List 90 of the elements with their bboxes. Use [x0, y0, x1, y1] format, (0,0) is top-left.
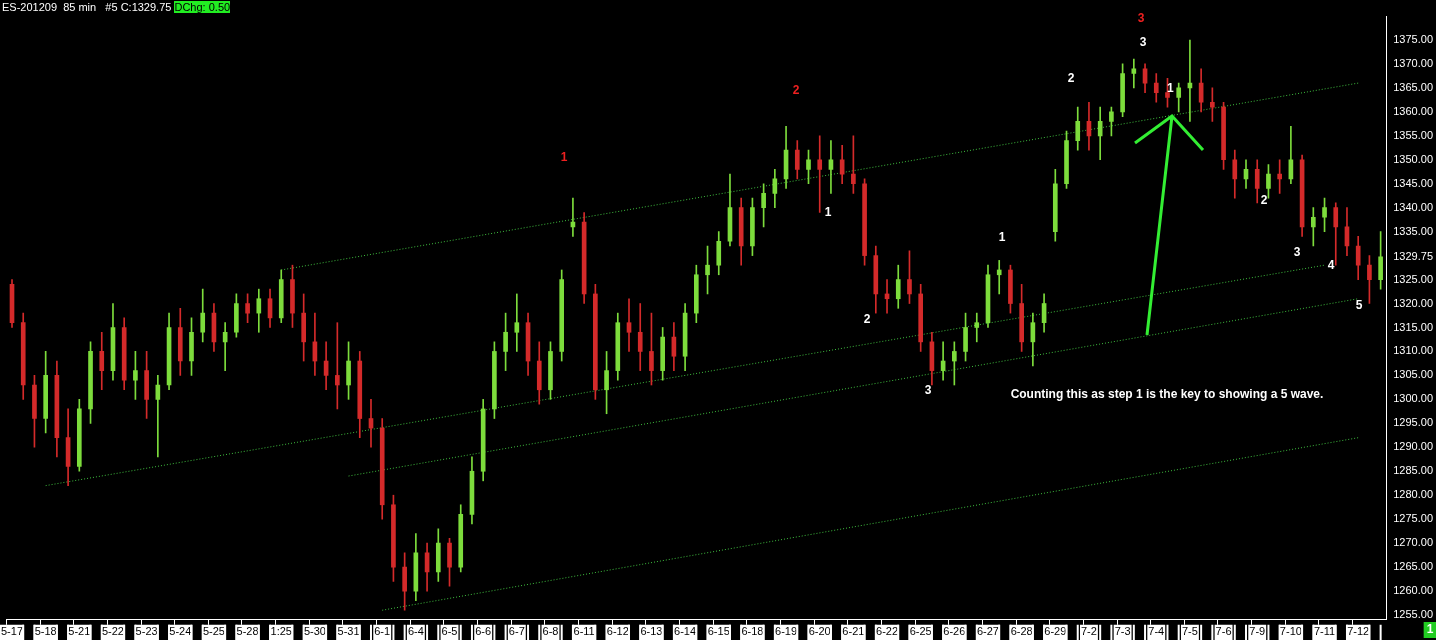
x-tick-label: 5-31	[337, 625, 360, 638]
y-tick-label: 1285.00	[1393, 464, 1433, 477]
x-tick-label: 5-25	[202, 625, 225, 638]
x-tick-label: 6-27	[976, 625, 1000, 638]
annotation: 2	[1260, 193, 1268, 208]
y-tick-label: 1365.00	[1393, 80, 1433, 93]
annotation: 3	[1139, 35, 1147, 50]
annotation: 4	[1327, 258, 1335, 273]
annotation: 1	[998, 230, 1006, 245]
y-tick-label: 1350.00	[1393, 152, 1433, 165]
candlestick	[1131, 58, 1137, 89]
x-tick-label: 6-25	[909, 625, 932, 638]
y-tick-label: 1275.00	[1393, 512, 1433, 525]
annotation: 2	[792, 83, 800, 98]
y-tick-label: 1375.00	[1393, 32, 1433, 45]
x-tick-label: 5-28	[236, 625, 259, 638]
y-tick-label: 1340.00	[1393, 200, 1433, 213]
annotation: 2	[1067, 71, 1075, 86]
annotation: 3	[1293, 245, 1301, 260]
x-tick-label: 6-29	[1044, 625, 1067, 638]
x-tick-label: 5-23	[135, 625, 158, 638]
annotation: 1	[824, 205, 832, 220]
y-tick-label: 1355.00	[1393, 128, 1433, 141]
y-tick-label: 1305.00	[1393, 368, 1433, 381]
x-tick-label: 6-26	[943, 625, 966, 638]
y-tick-label: 1345.00	[1393, 176, 1433, 189]
x-tick-label: 7-10	[1279, 625, 1302, 638]
y-tick-label: 1315.00	[1393, 320, 1433, 333]
annotation: 3	[1137, 11, 1145, 26]
x-tick-label: 6-11	[573, 625, 595, 638]
y-tick-label: 1370.00	[1393, 56, 1433, 69]
x-tick-label: 6-21	[842, 625, 865, 638]
y-tick-label: 1325.00	[1393, 272, 1433, 285]
y-tick-label: 1335.00	[1393, 224, 1433, 237]
x-tick-label: 7-3	[1114, 625, 1131, 638]
x-tick-label: 5-22	[101, 625, 124, 638]
x-tick-label: 6-12	[606, 625, 629, 638]
annotation: 3	[924, 383, 932, 398]
y-tick-label: 1255.00	[1393, 608, 1433, 621]
x-tick-label: 6-20	[808, 625, 831, 638]
x-tick-label: 6-6	[475, 625, 492, 638]
x-tick-label: 7-11	[1313, 625, 1336, 638]
y-tick-label: 1265.00	[1393, 560, 1433, 573]
x-tick-label: 5-30	[303, 625, 326, 638]
x-tick-label: 6-28	[1010, 625, 1033, 638]
x-tick-label: 7-4	[1148, 625, 1165, 638]
x-tick-label: 5-24	[169, 625, 192, 638]
y-tick-label: 1300.00	[1393, 392, 1433, 405]
x-tick-label: 6-7	[508, 625, 525, 638]
x-tick-label: 6-18	[741, 625, 764, 638]
y-tick-label: 1310.00	[1393, 344, 1433, 357]
chart-title: ES-201209 85 min #5 C:1329.75	[2, 1, 172, 13]
x-tick-label: 6-14	[674, 625, 697, 638]
annotation: 5	[1355, 298, 1363, 313]
y-tick-label: 1329.75	[1393, 249, 1433, 262]
x-tick-label: 6-15	[707, 625, 730, 638]
x-tick-label: 7-9	[1249, 625, 1266, 638]
y-tick-label: 1270.00	[1393, 536, 1433, 549]
candlestick	[828, 140, 834, 194]
x-tick-label: 1:25	[270, 625, 292, 638]
x-tick-label: 7-5	[1181, 625, 1198, 638]
annotation: Counting this as step 1 is the key to showing a 5 wave.	[1010, 387, 1324, 402]
annotation: 2	[863, 312, 871, 327]
y-tick-label: 1280.00	[1393, 488, 1433, 501]
y-tick-label: 1295.00	[1393, 416, 1433, 429]
x-tick-label: 6-8	[542, 625, 559, 638]
candlestick	[996, 260, 1002, 295]
y-tick-label: 1260.00	[1393, 584, 1433, 597]
annotation: 1	[560, 150, 568, 165]
x-tick-label: 5-21	[68, 625, 91, 638]
candlestick	[514, 293, 520, 352]
x-tick-label: 7-2	[1081, 625, 1097, 638]
candlestick	[817, 135, 823, 213]
chart-subtitle: DChg: 0.50	[174, 1, 231, 13]
y-tick-label: 1290.00	[1393, 440, 1433, 453]
x-tick-label: 5-17	[0, 625, 24, 638]
y-tick-label: 1360.00	[1393, 104, 1433, 117]
x-tick-label: 7-6	[1215, 625, 1232, 638]
x-tick-label: 6-22	[876, 625, 899, 638]
x-tick-label: 6-13	[640, 625, 663, 638]
x-tick-label: 5-18	[34, 625, 57, 638]
candlestick	[974, 312, 980, 343]
candlestick	[626, 298, 632, 352]
text: 1	[1426, 622, 1434, 637]
x-tick-label: 6-19	[775, 625, 798, 638]
x-tick-label: 6-1	[374, 625, 391, 638]
x-tick-label: 7-12	[1347, 625, 1370, 638]
x-tick-label: 6-4	[407, 625, 424, 638]
x-tick-label: 6-5	[441, 625, 458, 638]
y-tick-label: 1320.00	[1393, 296, 1433, 309]
